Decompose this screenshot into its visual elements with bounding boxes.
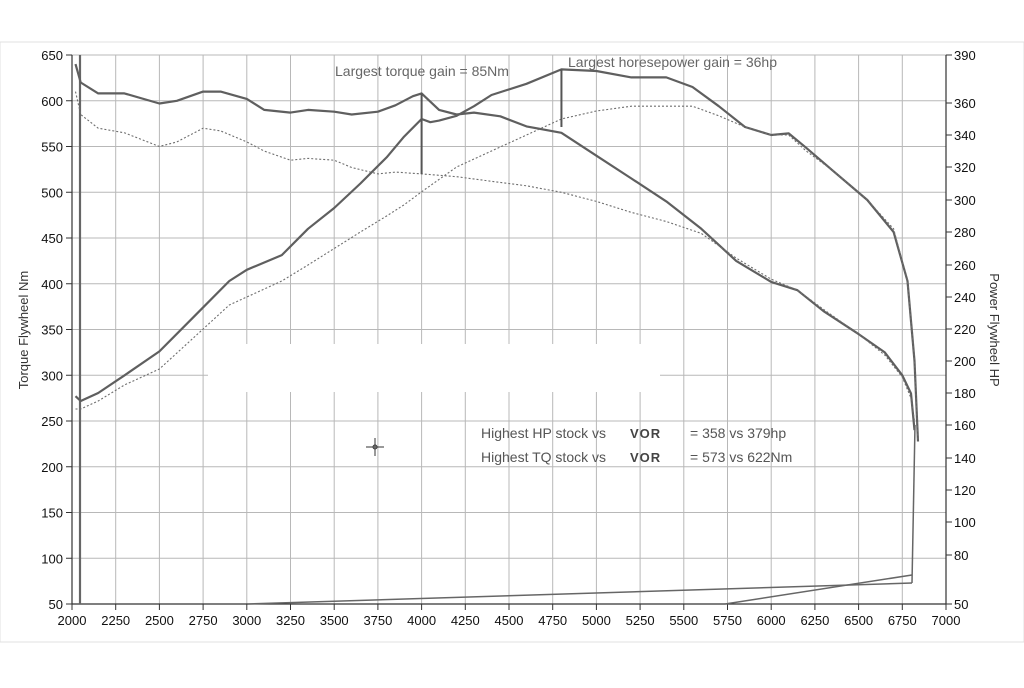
y-right-tick-label-12: 300 [954,193,976,208]
x-tick-label-11: 4750 [538,613,567,628]
grid [71,54,947,605]
y-left-tick-label-5: 300 [41,368,63,383]
y-left-tick-label-10: 550 [41,140,63,155]
x-tick-label-14: 5500 [669,613,698,628]
x-tick-label-7: 3750 [363,613,392,628]
right-axis-ticks: 50 80 100 120 140 160 180 200 220 240 260 280 300 320… [946,48,976,612]
x-tick-label-0: 2000 [58,613,87,628]
x-tick-label-20: 7000 [932,613,961,628]
y-right-tick-label-13: 320 [954,160,976,175]
series-group [74,63,920,442]
y-left-tick-label-7: 400 [41,277,63,292]
y-axis-left-title: Torque Flywheel Nm [16,271,31,390]
x-tick-label-3: 2750 [189,613,218,628]
y-right-tick-label-15: 360 [954,96,976,111]
annotation-hp-gain: Largest horesepower gain = 36hp [568,54,777,70]
y-left-tick-label-4: 250 [41,414,63,429]
gain-marker-lines [420,69,563,174]
y-right-tick-label-4: 140 [954,451,976,466]
x-tick-label-4: 3000 [232,613,261,628]
image-frame [0,41,1024,643]
x-tick-label-18: 6500 [844,613,873,628]
y-left-tick-label-12: 650 [41,48,63,63]
rundown-line-2 [724,574,913,605]
y-right-tick-label-6: 180 [954,386,976,401]
x-tick-label-1: 2250 [101,613,130,628]
legend-box: Highest HP stock vs VOR = 358 vs 379hp H… [481,425,792,465]
y-left-tick-label-0: 50 [49,597,63,612]
y-left-tick-label-2: 150 [41,506,63,521]
x-tick-label-9: 4250 [451,613,480,628]
y-right-tick-label-9: 240 [954,290,976,305]
x-tick-label-15: 5750 [713,613,742,628]
legend-hp-label: Highest HP stock vs [481,425,606,441]
y-right-tick-label-11: 280 [954,225,976,240]
y-right-tick-label-10: 260 [954,258,976,273]
y-left-tick-label-9: 500 [41,185,63,200]
y-left-tick-label-8: 450 [41,231,63,246]
series-right-solid-2 [74,68,920,442]
legend-tq-label: Highest TQ stock vs [481,449,606,465]
rundown-line-1 [247,582,913,605]
y-left-tick-label-3: 200 [41,460,63,475]
x-tick-label-12: 5000 [582,613,611,628]
series-left-solid-0 [74,63,916,431]
y-axis-right-title: Power Flywheel HP [987,273,1002,386]
y-right-tick-label-0: 50 [954,597,968,612]
y-right-tick-label-14: 340 [954,128,976,143]
left-axis-ticks: 50 100 150 200 250 300 350 400 450 500 550 600 650 [41,48,72,612]
x-tick-label-13: 5250 [626,613,655,628]
y-right-tick-label-1: 80 [954,548,968,563]
y-left-tick-label-1: 100 [41,551,63,566]
x-axis-ticks: 2000 2250 2500 2750 3000 3250 3500 3750 4000 4250… [58,604,961,628]
legend-hp-brand: VOR [630,426,661,441]
x-tick-label-16: 6000 [757,613,786,628]
y-right-tick-label-7: 200 [954,354,976,369]
x-tick-label-5: 3250 [276,613,305,628]
y-right-tick-label-8: 220 [954,322,976,337]
y-right-tick-label-3: 120 [954,483,976,498]
label-mask [208,344,660,392]
x-tick-label-19: 6750 [888,613,917,628]
y-left-tick-label-6: 350 [41,323,63,338]
series-left-dotted-1 [74,91,916,422]
rundown-line-3 [911,424,916,584]
x-tick-label-8: 4000 [407,613,436,628]
y-left-tick-label-11: 600 [41,94,63,109]
crosshair-cursor-icon [366,438,384,456]
rundown-lines [247,424,916,605]
legend-tq-brand: VOR [630,450,661,465]
x-tick-label-6: 3500 [320,613,349,628]
y-right-tick-label-5: 160 [954,418,976,433]
legend-hp-value: = 358 vs 379hp [690,425,786,441]
y-right-tick-label-2: 100 [954,515,976,530]
annotation-torque-gain: Largest torque gain = 85Nm [335,63,509,79]
legend-tq-value: = 573 vs 622Nm [690,449,792,465]
series-right-dotted-3 [75,105,919,442]
y-right-tick-label-16: 390 [954,48,976,63]
x-tick-label-17: 6250 [800,613,829,628]
x-tick-label-10: 4500 [495,613,524,628]
x-tick-label-2: 2500 [145,613,174,628]
